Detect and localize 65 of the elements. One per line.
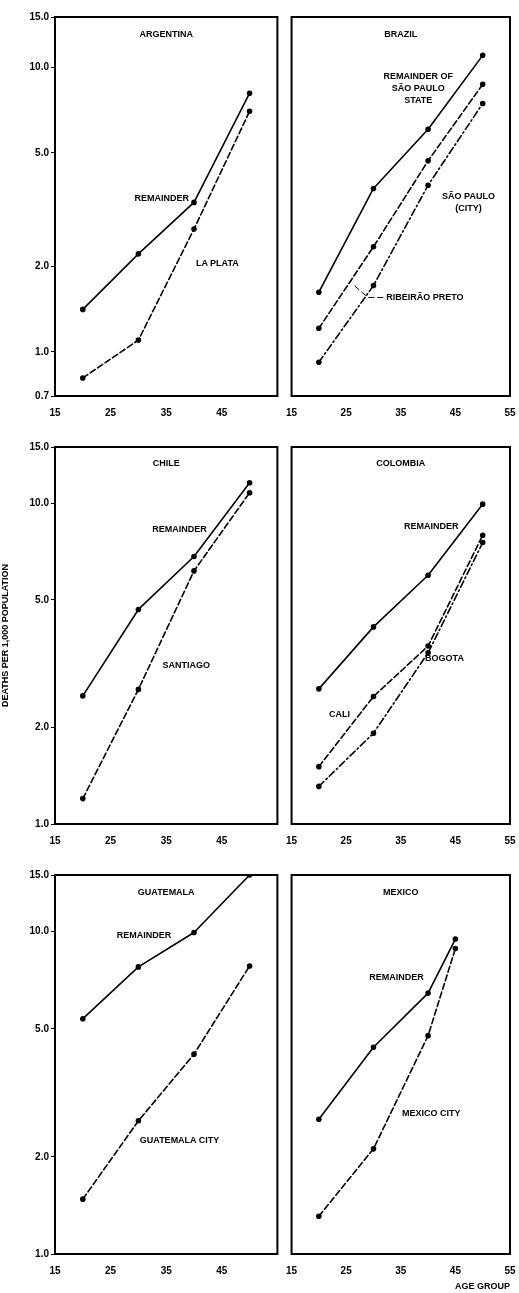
y-tick-label: 15.0 [29, 440, 50, 452]
x-tick-label: 45 [216, 406, 228, 418]
text: BRAZIL [384, 28, 418, 39]
series-label: MEXICO CITY [402, 1108, 461, 1119]
x-tick-label: 15 [286, 834, 298, 846]
x-tick-label: 25 [340, 1264, 353, 1276]
series-label: REMAINDER [116, 930, 172, 941]
series-label: REMAINDER OF SÃO PAULO STATE [383, 71, 454, 106]
x-tick-label: 15 [49, 1264, 61, 1276]
x-tick-label: 15 [49, 406, 61, 418]
x-tick-label: 35 [160, 1264, 173, 1276]
y-tick-label: 0.7 [35, 389, 50, 401]
x-tick-label: 25 [340, 834, 353, 846]
y-tick-label: 15.0 [29, 868, 50, 880]
y-tick-label: 2.0 [35, 259, 50, 271]
x-tick-label: 15 [286, 406, 298, 418]
y-tick-label: 2.0 [35, 1150, 50, 1162]
x-tick-label: 55 [504, 406, 516, 418]
y-tick-label: 2.0 [35, 721, 50, 733]
y-tick-label: 5.0 [35, 146, 50, 158]
y-tick-label: 15.0 [29, 10, 50, 22]
text: GUATEMALA [137, 886, 196, 897]
x-tick-label: 35 [395, 1264, 407, 1276]
x-tick-label: 45 [216, 1264, 228, 1276]
y-tick-label: 10.0 [29, 60, 50, 72]
series-label: CALI [329, 709, 351, 720]
y-tick-label: 10.0 [29, 497, 50, 509]
y-tick-label: 1.0 [35, 345, 50, 357]
x-axis-title: AGE GROUP [454, 1281, 510, 1292]
series-label: LA PLATA [195, 257, 240, 268]
y-tick-label: 1.0 [35, 817, 50, 829]
y-tick-label: 1.0 [35, 1247, 50, 1259]
text: ARGENTINA [139, 28, 194, 39]
x-tick-label: 25 [105, 834, 117, 846]
x-tick-label: 45 [216, 834, 228, 846]
x-tick-label: 45 [449, 406, 462, 418]
x-tick-label: 55 [504, 1264, 516, 1276]
x-tick-label: 45 [449, 834, 462, 846]
x-tick-label: 25 [105, 406, 117, 418]
y-tick-label: 10.0 [29, 925, 50, 937]
series-label: BOGOTA [425, 652, 465, 663]
series-label: GUATEMALA CITY [139, 1134, 220, 1145]
x-tick-label: 35 [160, 406, 173, 418]
x-tick-label: 25 [105, 1264, 117, 1276]
text: CHILE [152, 458, 180, 469]
x-tick-label: 55 [504, 834, 516, 846]
series-label: SANTIAGO [162, 660, 210, 671]
legend-label: RIBEIRÃO PRETO [386, 291, 464, 302]
y-axis-title: DEATHS PER 1,000 POPULATION [0, 563, 10, 708]
series-label: SÃO PAULO (CITY) [442, 191, 495, 214]
x-tick-label: 15 [286, 1264, 298, 1276]
x-tick-label: 45 [449, 1264, 462, 1276]
x-tick-label: 15 [49, 834, 61, 846]
series-label: REMAINDER [152, 524, 208, 535]
x-tick-label: 35 [395, 834, 407, 846]
y-tick-label: 5.0 [35, 593, 50, 605]
series-label: REMAINDER [404, 520, 460, 531]
x-tick-label: 35 [160, 834, 173, 846]
x-tick-label: 25 [340, 406, 353, 418]
series-label: REMAINDER [369, 971, 425, 982]
text: COLOMBIA [376, 458, 426, 469]
series-label: REMAINDER [134, 193, 190, 204]
text: MEXICO [383, 886, 419, 897]
x-tick-label: 35 [395, 406, 407, 418]
y-tick-label: 5.0 [35, 1022, 50, 1034]
